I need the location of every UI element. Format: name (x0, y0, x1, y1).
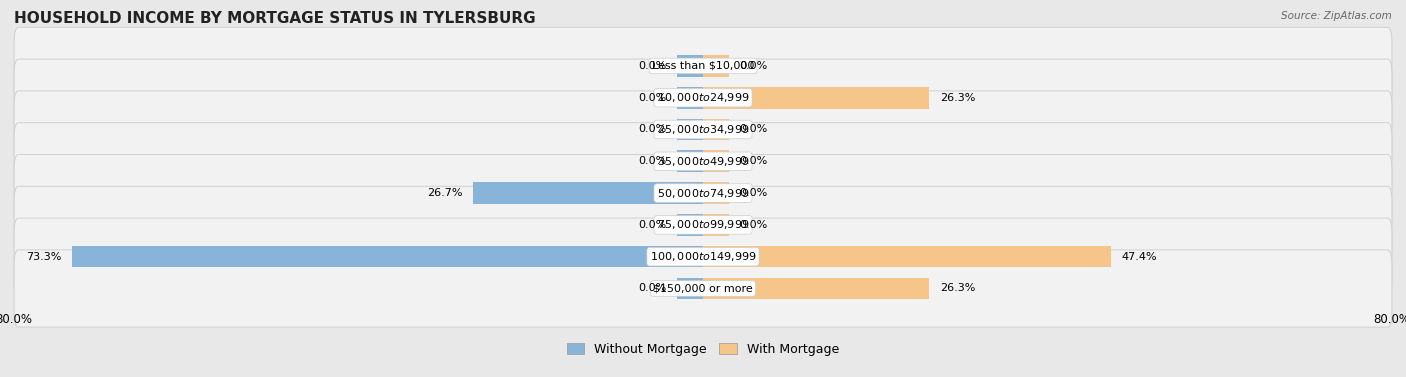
Text: $150,000 or more: $150,000 or more (654, 284, 752, 293)
Bar (703, 182, 728, 204)
Bar (703, 246, 1111, 268)
Text: Source: ZipAtlas.com: Source: ZipAtlas.com (1281, 11, 1392, 21)
Text: 0.0%: 0.0% (638, 93, 666, 103)
Bar (678, 87, 703, 109)
Text: 47.4%: 47.4% (1122, 252, 1157, 262)
Bar (472, 182, 703, 204)
Text: 0.0%: 0.0% (638, 156, 666, 166)
Bar (703, 278, 929, 299)
Text: 0.0%: 0.0% (740, 124, 768, 135)
Bar (678, 150, 703, 172)
Text: 0.0%: 0.0% (740, 188, 768, 198)
Text: 0.0%: 0.0% (638, 284, 666, 293)
Text: 0.0%: 0.0% (638, 220, 666, 230)
FancyBboxPatch shape (14, 27, 1392, 104)
Text: $50,000 to $74,999: $50,000 to $74,999 (657, 187, 749, 199)
FancyBboxPatch shape (14, 218, 1392, 295)
FancyBboxPatch shape (14, 123, 1392, 200)
Text: $10,000 to $24,999: $10,000 to $24,999 (657, 91, 749, 104)
Text: $25,000 to $34,999: $25,000 to $34,999 (657, 123, 749, 136)
Text: 0.0%: 0.0% (740, 156, 768, 166)
Text: 26.3%: 26.3% (939, 93, 976, 103)
Text: HOUSEHOLD INCOME BY MORTGAGE STATUS IN TYLERSBURG: HOUSEHOLD INCOME BY MORTGAGE STATUS IN T… (14, 11, 536, 26)
Bar (678, 55, 703, 77)
FancyBboxPatch shape (14, 155, 1392, 232)
Legend: Without Mortgage, With Mortgage: Without Mortgage, With Mortgage (562, 338, 844, 361)
Bar (703, 55, 728, 77)
Text: Less than $10,000: Less than $10,000 (652, 61, 754, 71)
Bar (678, 119, 703, 140)
Text: 0.0%: 0.0% (740, 61, 768, 71)
Text: $75,000 to $99,999: $75,000 to $99,999 (657, 218, 749, 231)
Text: 0.0%: 0.0% (638, 61, 666, 71)
Text: $100,000 to $149,999: $100,000 to $149,999 (650, 250, 756, 263)
Bar (72, 246, 703, 268)
Text: 0.0%: 0.0% (638, 124, 666, 135)
Bar (703, 87, 929, 109)
Bar (703, 150, 728, 172)
Text: 26.3%: 26.3% (939, 284, 976, 293)
Text: $35,000 to $49,999: $35,000 to $49,999 (657, 155, 749, 168)
Text: 26.7%: 26.7% (427, 188, 463, 198)
Text: 0.0%: 0.0% (740, 220, 768, 230)
FancyBboxPatch shape (14, 91, 1392, 168)
FancyBboxPatch shape (14, 250, 1392, 327)
Text: 73.3%: 73.3% (27, 252, 62, 262)
FancyBboxPatch shape (14, 186, 1392, 264)
FancyBboxPatch shape (14, 59, 1392, 136)
Bar (703, 214, 728, 236)
Bar (703, 119, 728, 140)
Bar (678, 278, 703, 299)
Bar (678, 214, 703, 236)
